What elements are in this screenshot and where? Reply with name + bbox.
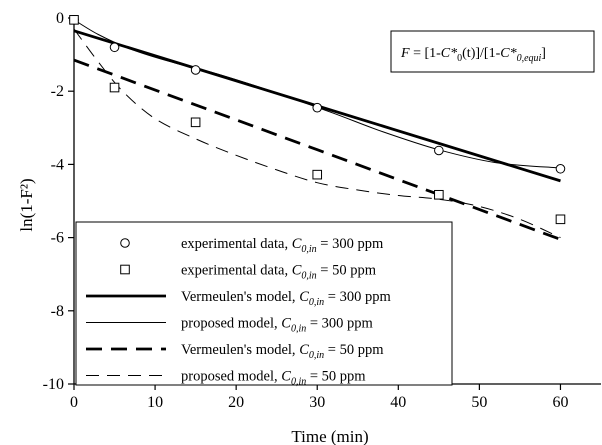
legend-text-c: C xyxy=(299,289,309,305)
legend-text-main: experimental data, xyxy=(181,236,292,252)
legend-text-main: proposed model, xyxy=(181,316,281,332)
proposed-50-line xyxy=(73,28,561,239)
legend-text-main: experimental data, xyxy=(181,263,292,279)
x-axis: 0 10 20 30 40 50 60 xyxy=(70,384,568,411)
legend-text-main: Vermeulen's model, xyxy=(181,289,299,305)
proposed-300-line xyxy=(73,19,561,169)
x-tick-label: 0 xyxy=(70,394,78,411)
legend-text-c: C xyxy=(292,263,302,279)
legend-label: experimental data, C0,in = 50 ppm xyxy=(181,263,377,282)
data-point-circle xyxy=(555,163,566,174)
data-point-circle xyxy=(109,42,120,53)
formula-annotation: F = [1-C*0(t)]/[1-C*0,equi] xyxy=(390,30,595,73)
legend-text-tail: = 50 ppm xyxy=(317,263,377,279)
x-tick-label: 60 xyxy=(552,394,568,411)
y-tick-label: -2 xyxy=(51,83,64,100)
y-axis-label: ln(1-F²) xyxy=(17,178,36,231)
legend-item: Vermeulen's model, C0,in = 300 ppm xyxy=(86,289,391,308)
legend-text-tail: = 50 ppm xyxy=(324,342,384,358)
formula-part: 0 xyxy=(457,53,462,64)
legend-text-tail: = 300 ppm xyxy=(306,316,373,332)
formula-part: F xyxy=(400,46,410,61)
data-point-circle xyxy=(190,65,201,75)
legend-item: proposed model, C0,in = 50 ppm xyxy=(86,369,366,388)
vermeulen-50-line xyxy=(73,58,561,241)
legend-text-tail: = 50 ppm xyxy=(306,369,366,385)
legend-item: experimental data, C0,in = 50 ppm xyxy=(120,263,377,282)
legend-label: Vermeulen's model, C0,in = 50 ppm xyxy=(181,342,384,361)
legend-text-sub: 0,in xyxy=(301,244,316,255)
legend-text-tail: = 300 ppm xyxy=(324,289,391,305)
legend-marker xyxy=(120,264,130,275)
legend-text-sub: 0,in xyxy=(309,297,324,308)
legend-item: experimental data, C0,in = 300 ppm xyxy=(120,236,384,255)
x-axis-label: Time (min) xyxy=(291,427,368,445)
formula-box xyxy=(390,30,595,73)
data-point-square xyxy=(555,214,566,225)
formula-text: F = [1-C*0(t)]/[1-C*0,equi] xyxy=(400,46,546,64)
legend-item: Vermeulen's model, C0,in = 50 ppm xyxy=(86,342,384,361)
data-point-square xyxy=(312,169,323,180)
formula-part: (t)]/[1- xyxy=(462,46,500,61)
formula-part: C* xyxy=(500,46,516,61)
data-point-square xyxy=(109,82,120,93)
data-point-circle xyxy=(312,102,323,113)
formula-part: = [1- xyxy=(410,46,442,61)
legend-label: experimental data, C0,in = 300 ppm xyxy=(181,236,384,255)
x-tick-label: 30 xyxy=(309,394,325,411)
y-tick-label: 0 xyxy=(56,10,64,27)
legend-text-sub: 0,in xyxy=(301,271,316,282)
formula-part: 0,equi xyxy=(517,53,542,64)
y-tick-label: -8 xyxy=(51,303,64,320)
legend-text-c: C xyxy=(281,369,291,385)
y-tick-label: -4 xyxy=(51,156,64,173)
legend-item: proposed model, C0,in = 300 ppm xyxy=(86,316,374,335)
y-tick-label: -6 xyxy=(51,230,64,247)
legend: experimental data, C0,in = 300 ppmexperi… xyxy=(75,221,453,388)
legend-text-sub: 0,in xyxy=(309,350,324,361)
data-markers xyxy=(69,15,566,225)
x-tick-label: 10 xyxy=(147,394,163,411)
data-point-square xyxy=(190,117,201,128)
legend-text-main: proposed model, xyxy=(181,369,281,385)
data-point-square xyxy=(69,15,79,25)
legend-label: proposed model, C0,in = 50 ppm xyxy=(181,369,366,388)
legend-text-c: C xyxy=(292,236,302,252)
data-point-square xyxy=(434,189,444,200)
series-layer xyxy=(69,15,566,241)
legend-text-c: C xyxy=(281,316,291,332)
legend-label: Vermeulen's model, C0,in = 300 ppm xyxy=(181,289,391,308)
legend-text-sub: 0,in xyxy=(291,377,306,388)
formula-part: C* xyxy=(441,46,457,61)
y-tick-label: -10 xyxy=(43,376,64,393)
legend-text-c: C xyxy=(299,342,309,358)
data-point-circle xyxy=(434,145,444,156)
y-axis: 0 -2 -4 -6 -8 -10 xyxy=(43,10,74,393)
legend-text-tail: = 300 ppm xyxy=(317,236,384,252)
legend-label: proposed model, C0,in = 300 ppm xyxy=(181,316,374,335)
legend-box xyxy=(75,221,453,386)
x-tick-label: 20 xyxy=(228,394,244,411)
formula-part: ] xyxy=(541,46,546,61)
x-tick-label: 40 xyxy=(390,394,406,411)
x-tick-label: 50 xyxy=(471,394,487,411)
legend-text-sub: 0,in xyxy=(291,324,306,335)
legend-marker xyxy=(120,238,130,248)
legend-text-main: Vermeulen's model, xyxy=(181,342,299,358)
